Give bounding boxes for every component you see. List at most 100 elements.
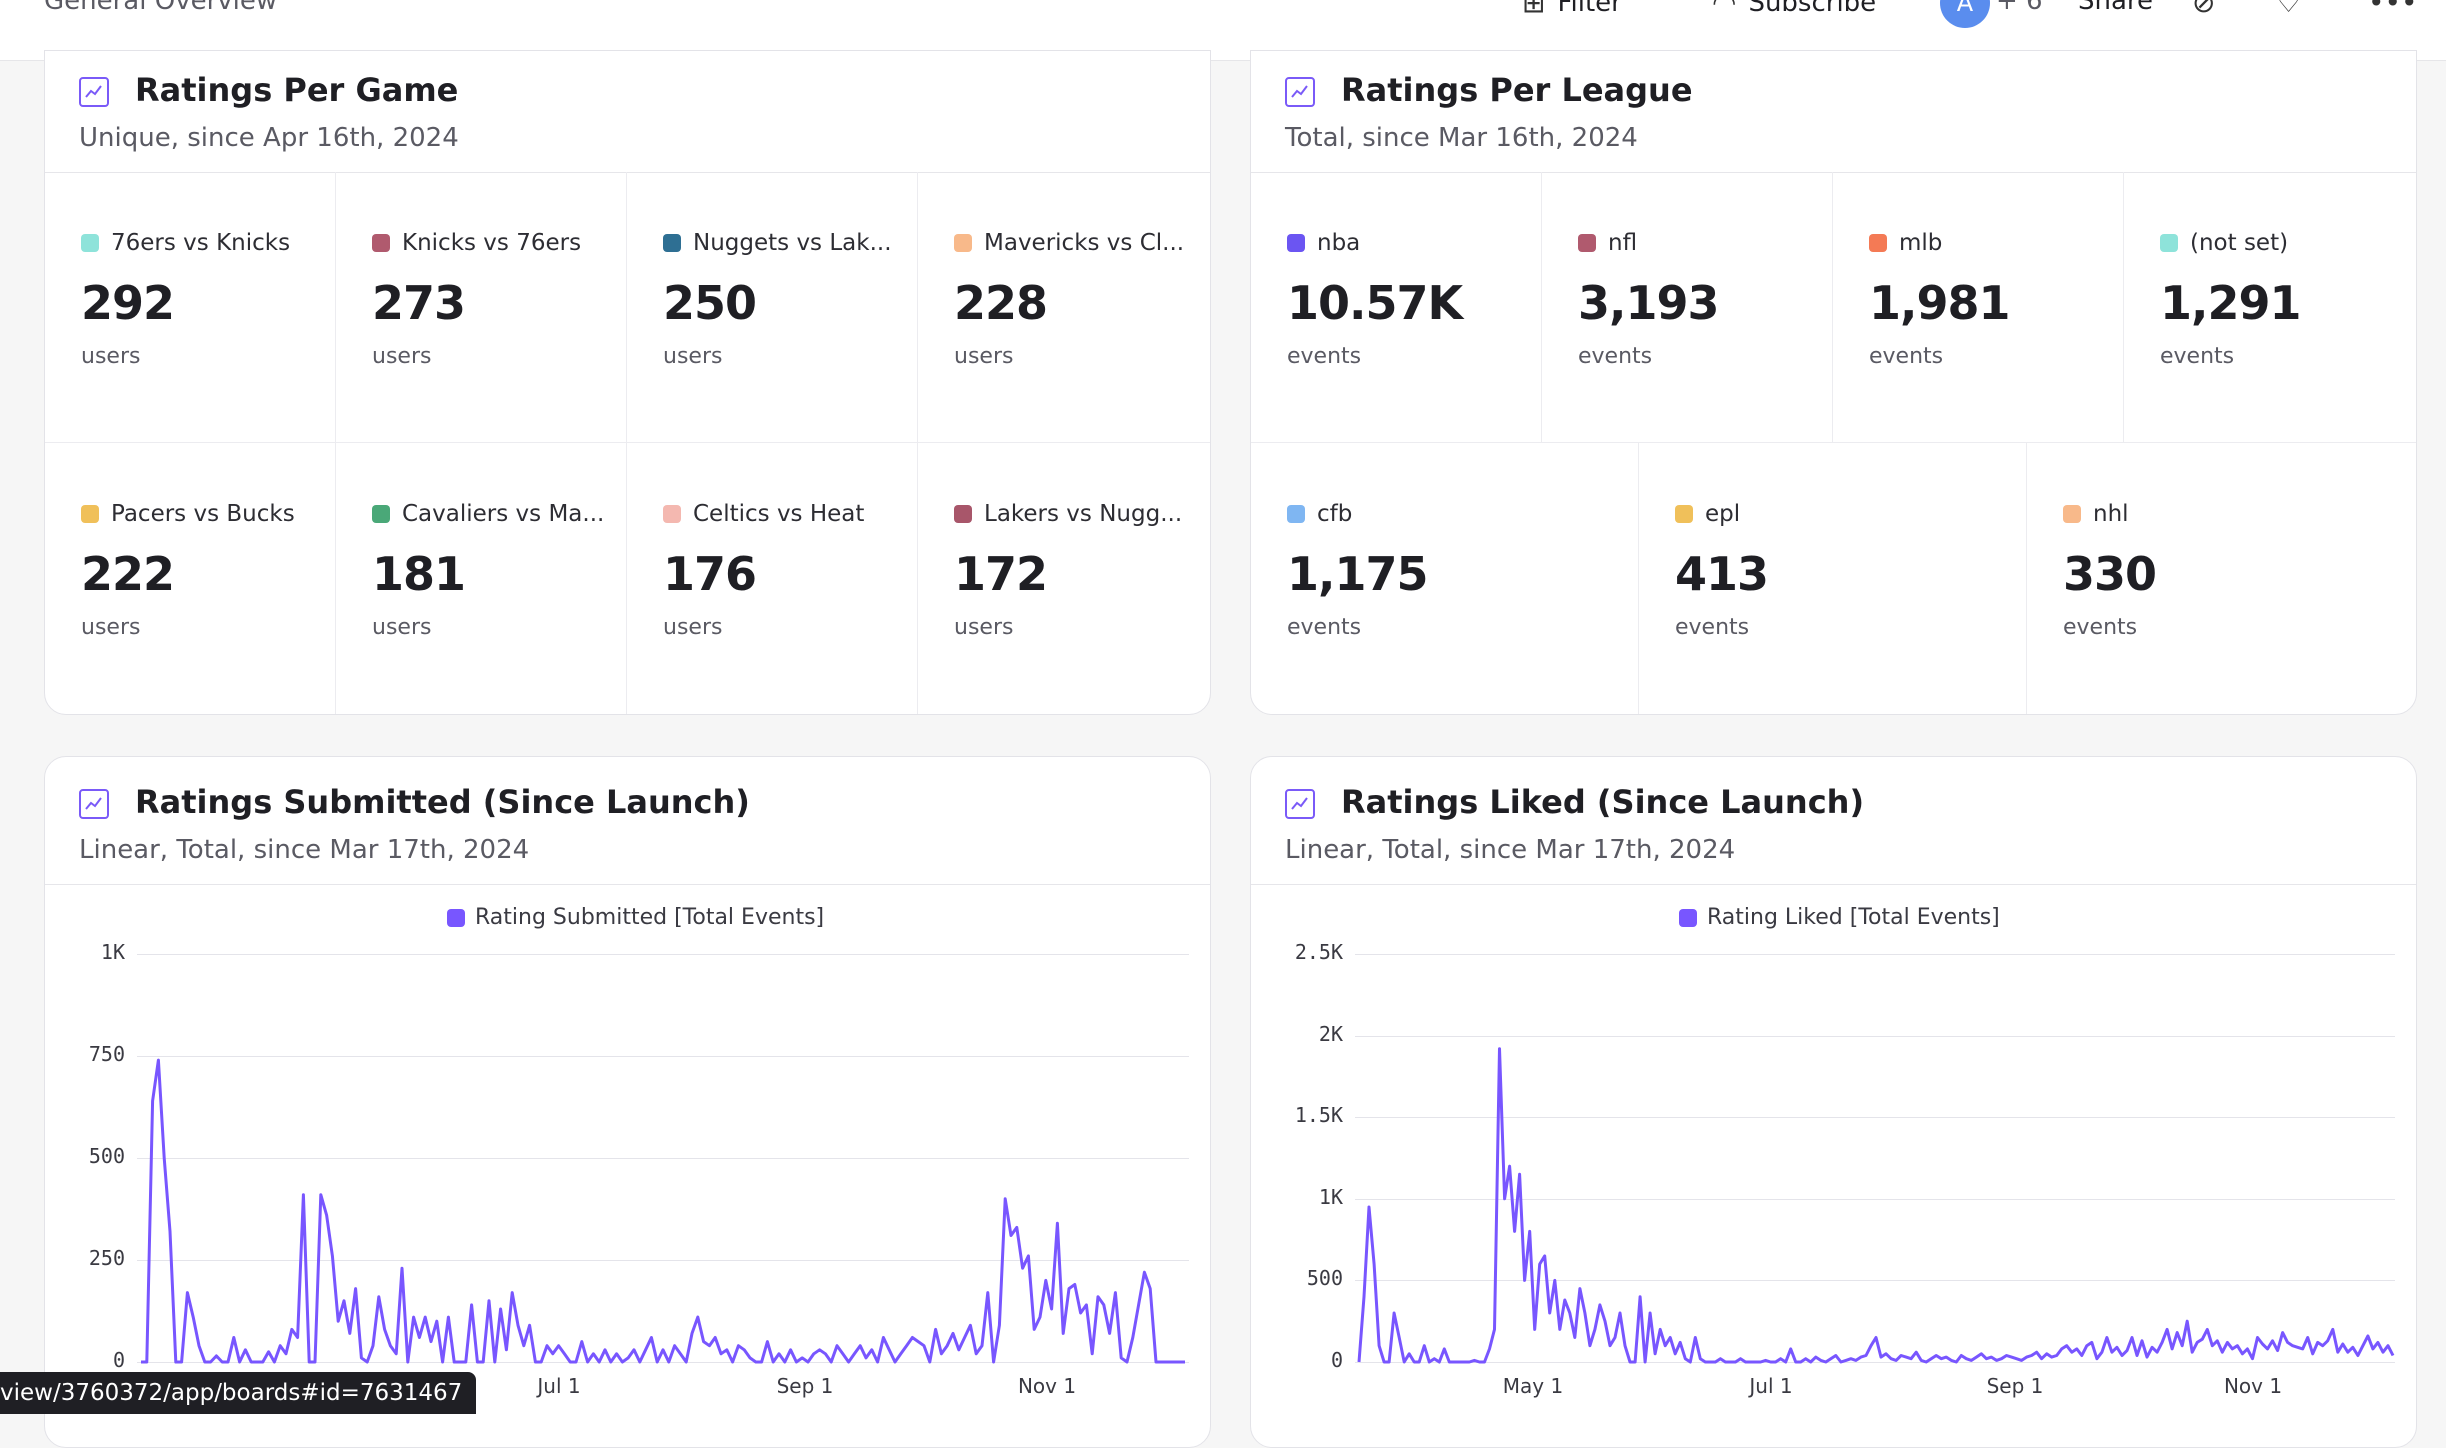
series-swatch <box>1578 234 1596 252</box>
metric-label-text: Nuggets vs Lak... <box>693 230 892 256</box>
card-title[interactable]: Ratings Submitted (Since Launch) <box>135 783 750 821</box>
gridline <box>137 1056 1189 1057</box>
metric-label-text: epl <box>1705 501 1741 527</box>
metric-cell[interactable]: Lakers vs Nugg... 172 users <box>918 443 1210 714</box>
rss-icon: ◠ <box>1712 0 1737 19</box>
metric-value: 292 <box>81 276 175 330</box>
avatar[interactable]: A <box>1940 0 1990 28</box>
link-icon: ⊘ <box>2192 0 2216 19</box>
metric-cell[interactable]: Pacers vs Bucks 222 users <box>45 443 336 714</box>
metric-value: 330 <box>2063 547 2157 601</box>
metric-label: 76ers vs Knicks <box>81 230 290 256</box>
legend-swatch <box>1679 908 1697 927</box>
series-swatch <box>954 234 972 252</box>
gridline <box>137 1158 1189 1159</box>
line-chart-icon <box>1285 77 1315 107</box>
metric-cell[interactable]: Cavaliers vs Ma... 181 users <box>336 443 627 714</box>
share-button[interactable]: Share <box>2078 0 2153 16</box>
metric-cell[interactable]: Celtics vs Heat 176 users <box>627 443 918 714</box>
series-swatch <box>1287 505 1305 523</box>
metric-cell[interactable]: nba 10.57K events <box>1251 172 1542 443</box>
share-label: Share <box>2078 0 2154 16</box>
metric-cell[interactable]: mlb 1,981 events <box>1833 172 2124 443</box>
y-tick-label: 750 <box>88 1042 125 1066</box>
card-header: Ratings Per League Total, since Mar 16th… <box>1251 51 2416 173</box>
metric-cell[interactable]: nfl 3,193 events <box>1542 172 1833 443</box>
y-tick-label: 2.5K <box>1294 940 1343 964</box>
breadcrumb[interactable]: General Overview <box>44 0 278 16</box>
metric-label-text: Pacers vs Bucks <box>111 501 295 527</box>
y-tick-label: 0 <box>1330 1348 1343 1372</box>
card-title[interactable]: Ratings Per League <box>1341 71 1693 109</box>
metric-label-text: Lakers vs Nugg... <box>984 501 1183 527</box>
gridline <box>1355 1362 2395 1363</box>
metric-cell[interactable]: epl 413 events <box>1639 443 2027 714</box>
y-tick-label: 250 <box>88 1246 125 1270</box>
x-tick-label: Nov 1 <box>1017 1374 1077 1398</box>
metric-cell[interactable]: Mavericks vs Cl... 228 users <box>918 172 1210 443</box>
metric-unit: events <box>1578 344 1653 369</box>
metric-label: Knicks vs 76ers <box>372 230 581 256</box>
metric-cell[interactable]: Knicks vs 76ers 273 users <box>336 172 627 443</box>
metric-cell[interactable]: Nuggets vs Lak... 250 users <box>627 172 918 443</box>
card-subtitle: Linear, Total, since Mar 17th, 2024 <box>79 835 530 865</box>
card-header: Ratings Liked (Since Launch) Linear, Tot… <box>1251 757 2416 885</box>
metric-label: Pacers vs Bucks <box>81 501 295 527</box>
metric-cell[interactable]: (not set) 1,291 events <box>2124 172 2416 443</box>
y-tick-label: 1.5K <box>1294 1103 1343 1128</box>
metric-unit: events <box>1287 615 1362 640</box>
metric-value: 1,981 <box>1869 276 2011 330</box>
metric-label-text: mlb <box>1899 230 1943 256</box>
series-swatch <box>954 505 972 523</box>
chart-plot[interactable]: 2.5K 2K 1.5K 1K 500 0 May 1 Jul 1 Sep 1 Nov 1 <box>1251 757 2416 1447</box>
metric-unit: users <box>954 344 1014 369</box>
metric-label: Celtics vs Heat <box>663 501 864 527</box>
metric-label: Mavericks vs Cl... <box>954 230 1184 256</box>
metric-label: Cavaliers vs Ma... <box>372 501 604 527</box>
metric-label-text: Knicks vs 76ers <box>402 230 582 256</box>
metric-unit: users <box>81 344 141 369</box>
subscribe-button[interactable]: ◠ Subscribe <box>1712 0 1876 19</box>
metric-label-text: Cavaliers vs Ma... <box>402 501 605 527</box>
y-tick-label: 2K <box>1318 1021 1343 1046</box>
card-header: Ratings Per Game Unique, since Apr 16th,… <box>45 51 1210 173</box>
metric-cell[interactable]: nhl 330 events <box>2027 443 2416 714</box>
metric-value: 181 <box>372 547 466 601</box>
heart-icon: ♡ <box>2276 0 2302 19</box>
metric-value: 1,291 <box>2160 276 2302 330</box>
more-button[interactable]: ••• <box>2368 0 2418 19</box>
metric-label-text: nba <box>1317 230 1361 256</box>
y-tick-label: 500 <box>1306 1266 1343 1291</box>
metric-cell[interactable]: 76ers vs Knicks 292 users <box>45 172 336 443</box>
metric-cell[interactable]: cfb 1,175 events <box>1251 443 1639 714</box>
filter-label: Filter <box>1557 0 1622 18</box>
metric-value: 172 <box>954 547 1048 601</box>
gridline <box>137 1362 1189 1363</box>
link-button[interactable]: ⊘ <box>2192 0 2215 19</box>
card-title[interactable]: Ratings Liked (Since Launch) <box>1341 783 1865 821</box>
card-title[interactable]: Ratings Per Game <box>135 71 459 109</box>
series-swatch <box>81 234 99 252</box>
gridline <box>1355 1280 2395 1282</box>
chart-plot[interactable]: 1K 750 500 250 0 Jul 1 Sep 1 Nov 1 <box>45 757 1210 1447</box>
favorite-button[interactable]: ♡ <box>2276 0 2301 19</box>
filter-plus-icon: ⊞ <box>1522 0 1546 19</box>
filter-button[interactable]: ⊞ Filter <box>1522 0 1622 19</box>
metric-value: 250 <box>663 276 757 330</box>
gridline <box>1355 954 2395 955</box>
metric-value: 176 <box>663 547 757 601</box>
gridline <box>137 954 1189 955</box>
metric-label: nfl <box>1578 230 1637 256</box>
chart-legend[interactable]: Rating Liked [Total Events] <box>1679 905 2000 930</box>
metric-label: Lakers vs Nugg... <box>954 501 1182 527</box>
chart-legend[interactable]: Rating Submitted [Total Events] <box>447 905 824 930</box>
subscribe-label: Subscribe <box>1748 0 1877 18</box>
series-swatch <box>663 234 681 252</box>
metric-grid: nba 10.57K events nfl 3,193 events mlb 1… <box>1251 172 2416 714</box>
extra-members-count[interactable]: + 6 <box>1996 0 2043 16</box>
metric-label: epl <box>1675 501 1740 527</box>
legend-label: Rating Liked [Total Events] <box>1707 905 2000 930</box>
x-tick-label: Sep 1 <box>776 1374 834 1398</box>
metric-grid: 76ers vs Knicks 292 users Knicks vs 76er… <box>45 172 1210 714</box>
series-swatch <box>1675 505 1693 523</box>
